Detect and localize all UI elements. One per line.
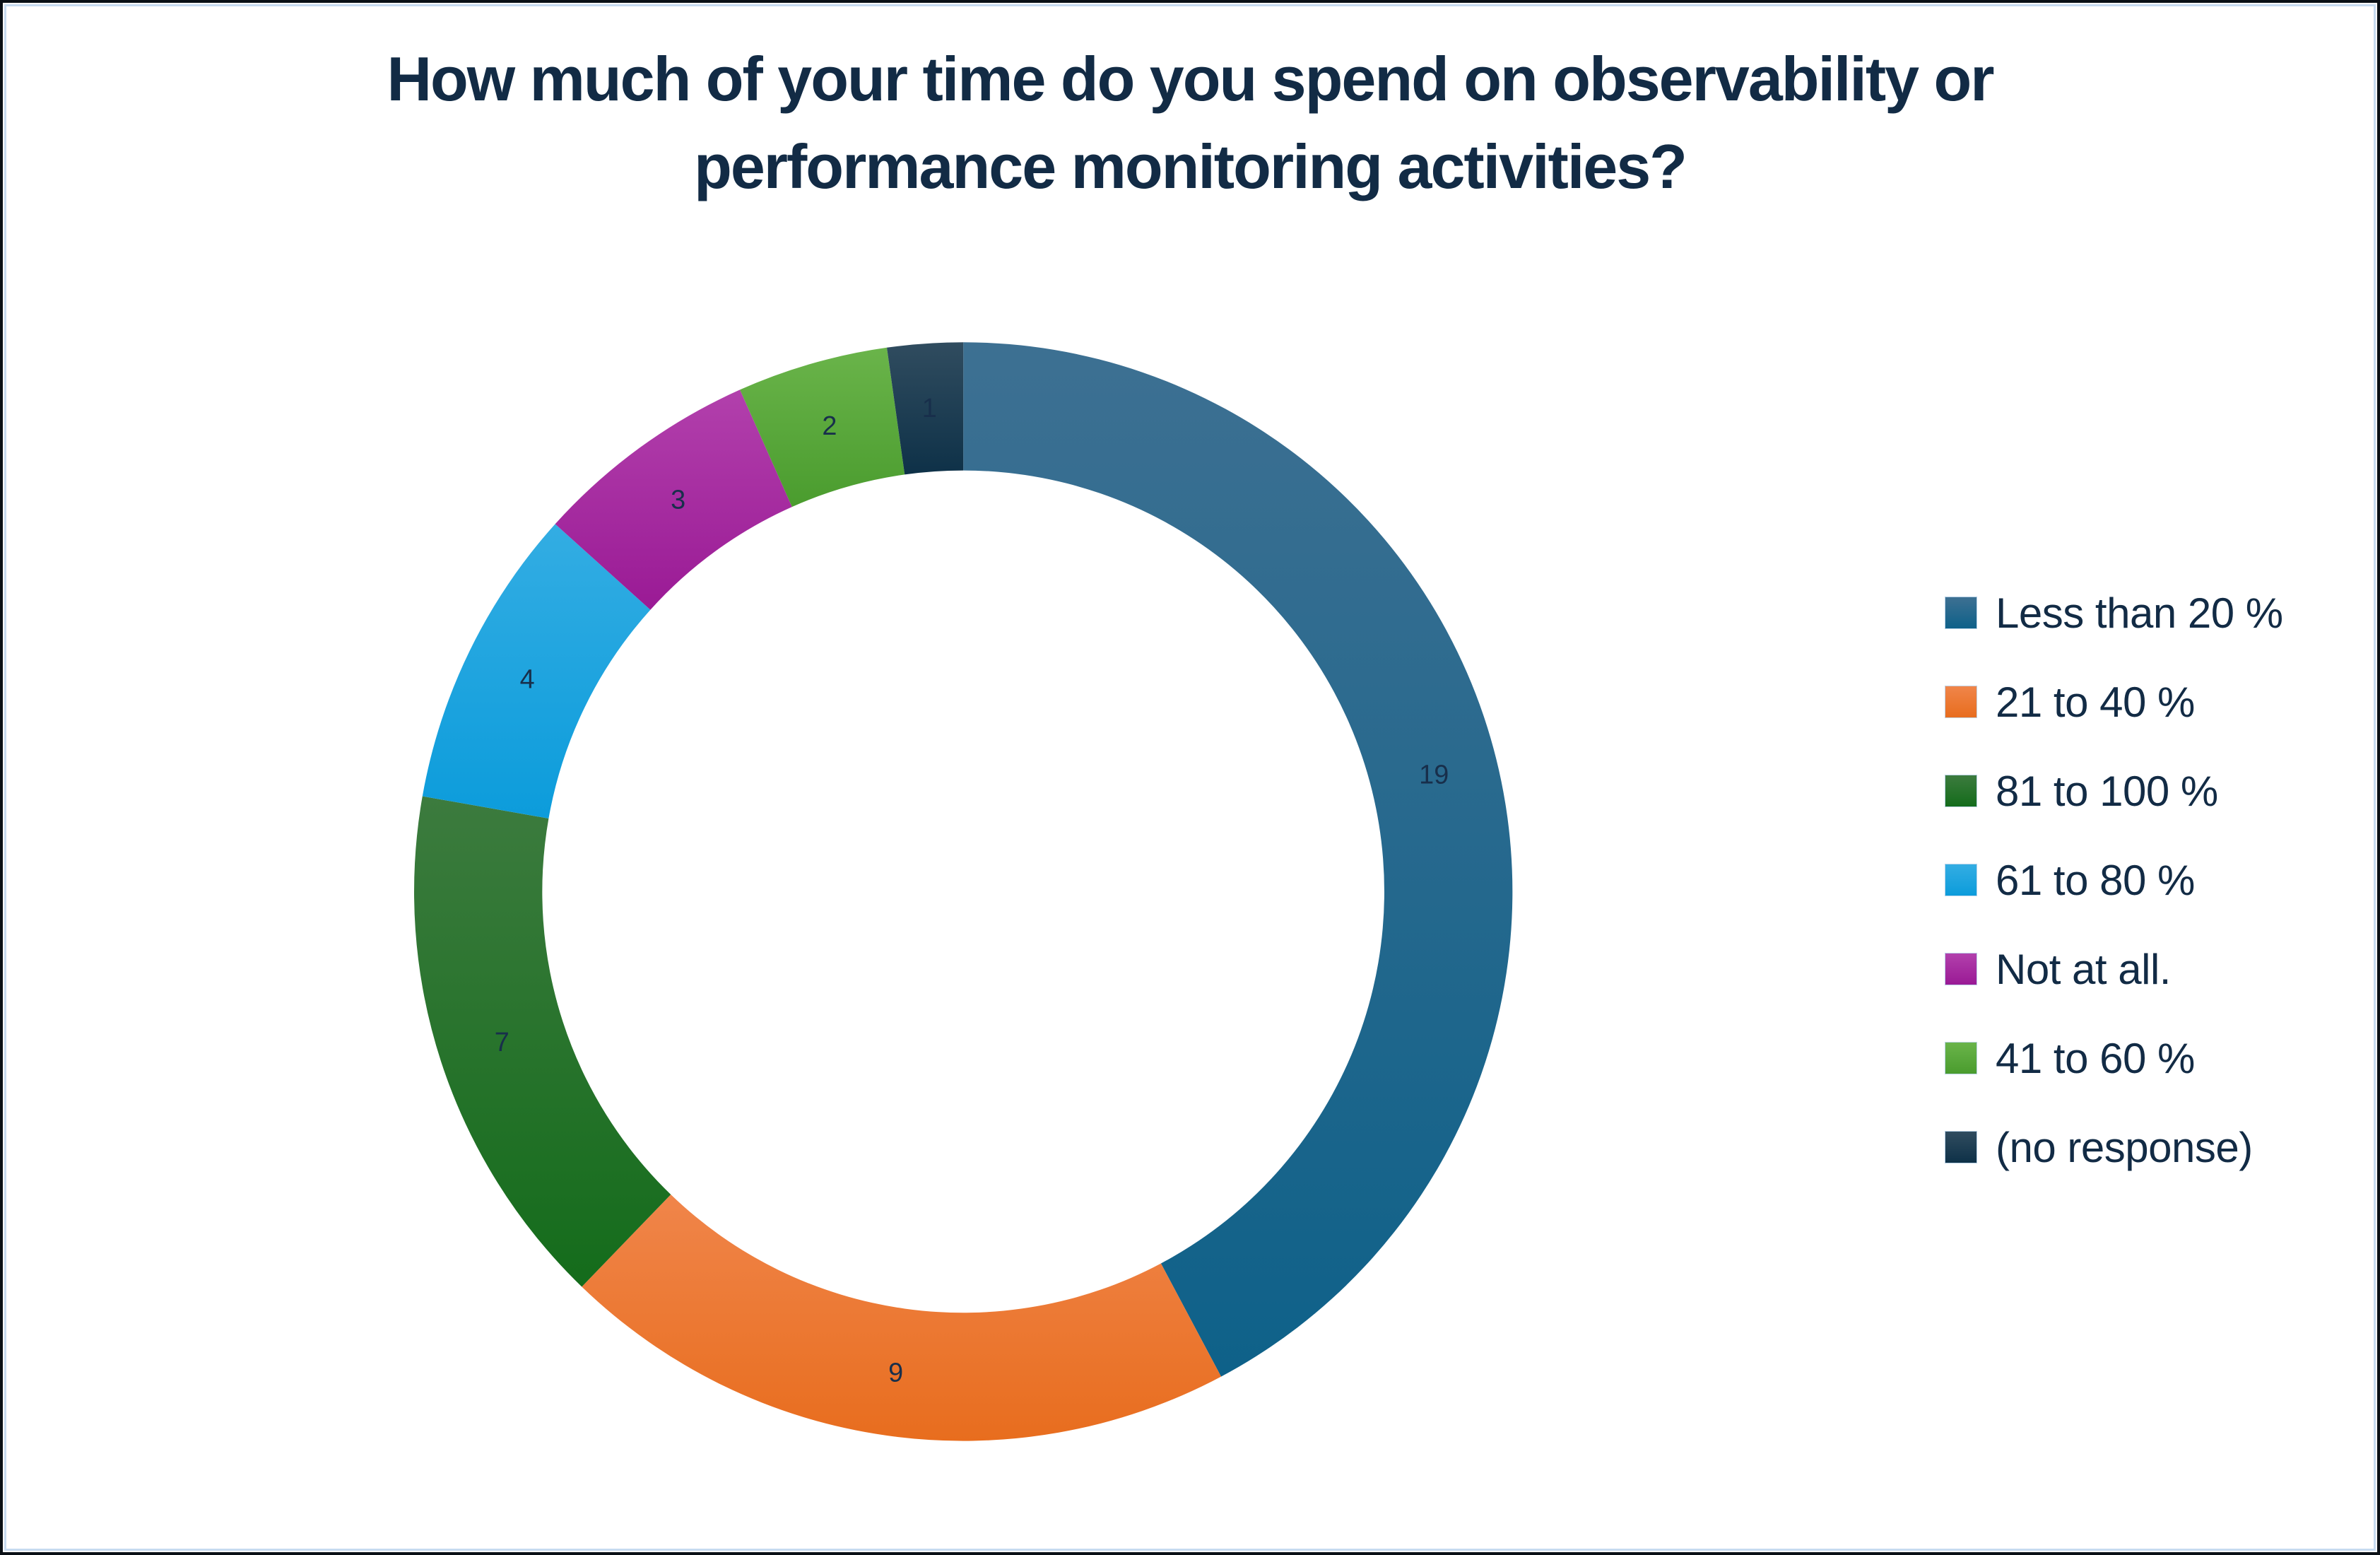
- slice-value-label: 9: [888, 1358, 903, 1387]
- legend-swatch-icon: [1945, 686, 1977, 718]
- slice-value-label: 7: [495, 1028, 509, 1057]
- slice-value-label: 4: [520, 665, 535, 695]
- donut-slice: [740, 347, 905, 507]
- legend-label: 61 to 80 %: [1996, 856, 2195, 904]
- legend-swatch-icon: [1945, 775, 1977, 807]
- legend-swatch-icon: [1945, 953, 1977, 985]
- legend-item: 81 to 100 %: [1945, 766, 2283, 816]
- slice-value-label: 1: [922, 394, 937, 423]
- chart-legend: Less than 20 % 21 to 40 % 81 to 100 % 61 to…: [1945, 588, 2283, 1172]
- slice-value-label: 19: [1419, 761, 1449, 790]
- legend-item: 61 to 80 %: [1945, 855, 2283, 905]
- donut-slice: [422, 524, 651, 818]
- legend-swatch-icon: [1945, 597, 1977, 629]
- donut-chart: 19 9 7 4 3 2 1: [414, 342, 1513, 1441]
- chart-title: How much of your time do you spend on ob…: [387, 44, 1994, 201]
- legend-swatch-icon: [1945, 864, 1977, 896]
- legend-item: 21 to 40 %: [1945, 677, 2283, 727]
- donut-slice: [582, 1195, 1222, 1441]
- legend-label: (no response): [1996, 1123, 2253, 1171]
- legend-label: Less than 20 %: [1996, 589, 2283, 637]
- legend-label: 41 to 60 %: [1996, 1034, 2195, 1082]
- legend-swatch-icon: [1945, 1042, 1977, 1074]
- legend-label: 81 to 100 %: [1996, 767, 2218, 815]
- legend-item: 41 to 60 %: [1945, 1033, 2283, 1083]
- legend-item: Not at all.: [1945, 944, 2283, 994]
- legend-item: (no response): [1945, 1122, 2283, 1172]
- donut-slice: [414, 796, 671, 1287]
- slice-value-label: 3: [671, 485, 685, 515]
- donut-slice: [887, 342, 964, 475]
- slice-value-label: 2: [822, 411, 837, 441]
- donut-slice: [555, 389, 792, 610]
- legend-label: 21 to 40 %: [1996, 678, 2195, 726]
- legend-label: Not at all.: [1996, 945, 2171, 993]
- legend-swatch-icon: [1945, 1131, 1977, 1163]
- legend-item: Less than 20 %: [1945, 588, 2283, 638]
- donut-slice: [963, 342, 1513, 1377]
